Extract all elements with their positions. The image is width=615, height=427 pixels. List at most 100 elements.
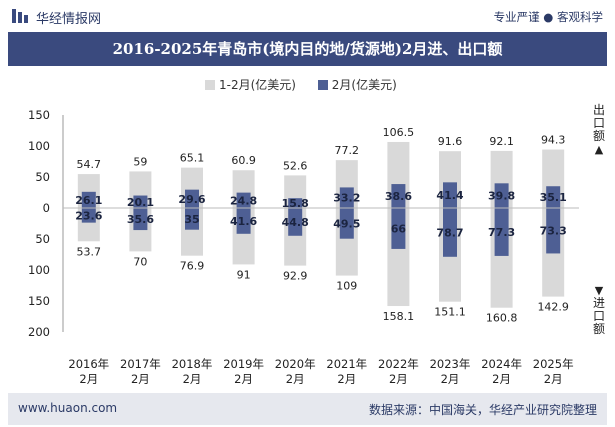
x-tick-label-line: 2月 bbox=[492, 372, 511, 386]
bar-feb-export bbox=[236, 192, 251, 208]
bar-feb-export bbox=[133, 195, 148, 208]
x-tick-label-line: 2025年 bbox=[533, 357, 574, 371]
x-tick-label-line: 2月 bbox=[131, 372, 150, 386]
x-tick-label: 2021年 2月 bbox=[326, 357, 367, 386]
bar-feb-export bbox=[81, 191, 96, 208]
export-label-char: 出 bbox=[592, 103, 605, 117]
x-tick-label: 2018年 2月 bbox=[172, 357, 213, 386]
bar-feb-export bbox=[443, 182, 457, 208]
x-tick-label-line: 2月 bbox=[234, 372, 253, 386]
data-label-feb-import: 23.6 bbox=[75, 209, 102, 222]
x-tick-label-line: 2月 bbox=[441, 372, 460, 386]
import-axis-label: ▼ 进 口 额 bbox=[591, 284, 607, 336]
data-label-jan-feb-export: 92.1 bbox=[489, 135, 514, 148]
x-tick-label-line: 2017年 bbox=[120, 357, 161, 371]
data-label-jan-feb-import: 70 bbox=[133, 255, 147, 268]
x-tick-label-line: 2月 bbox=[286, 372, 305, 386]
x-tick-label-line: 2020年 bbox=[275, 357, 316, 371]
y-tick-label: 200 bbox=[28, 325, 50, 339]
data-label-feb-export: 29.6 bbox=[178, 193, 205, 206]
bar-feb-export bbox=[391, 184, 406, 208]
data-label-feb-import: 77.3 bbox=[488, 226, 515, 239]
x-tick-label-line: 2016年 bbox=[68, 357, 109, 371]
data-label-feb-import: 49.5 bbox=[333, 217, 360, 230]
x-tick-label-line: 2019年 bbox=[223, 357, 264, 371]
x-tick-label-line: 2月 bbox=[337, 372, 356, 386]
data-label-jan-feb-import: 158.1 bbox=[383, 310, 415, 323]
data-label-feb-import: 73.3 bbox=[540, 225, 567, 238]
bar-feb-export bbox=[339, 187, 354, 208]
data-label-jan-feb-export: 65.1 bbox=[180, 152, 205, 165]
x-tick-label-line: 2月 bbox=[79, 372, 98, 386]
y-tick-label: 150 bbox=[28, 108, 50, 122]
header-bar: 华经情报网 专业严谨 ● 客观科学 bbox=[0, 0, 615, 32]
export-label-char: 口 bbox=[592, 116, 605, 130]
bar-feb-import bbox=[339, 208, 354, 239]
export-axis-label: 出 口 额 ▲ bbox=[591, 103, 607, 157]
bar-feb-import bbox=[546, 208, 561, 254]
x-tick-label: 2022年 2月 bbox=[378, 357, 419, 386]
bar-feb-import bbox=[81, 208, 96, 223]
export-label-char: 额 bbox=[592, 129, 605, 143]
data-label-feb-import: 78.7 bbox=[436, 226, 463, 239]
bar-feb-import bbox=[391, 208, 406, 249]
x-tick-label: 2024年 2月 bbox=[481, 357, 522, 386]
x-tick-label: 2025年 2月 bbox=[533, 357, 574, 386]
bar-feb-export bbox=[185, 189, 199, 208]
data-label-feb-export: 24.8 bbox=[230, 194, 257, 207]
y-tick-label: 50 bbox=[35, 170, 50, 184]
data-label-feb-import: 66 bbox=[391, 222, 407, 235]
data-label-jan-feb-import: 142.9 bbox=[537, 301, 569, 314]
footer-bar: www.huaon.com 数据来源：中国海关，华经产业研究院整理 bbox=[8, 393, 607, 425]
up-arrow-icon: ▲ bbox=[594, 143, 604, 156]
x-tick-label: 2017年 2月 bbox=[120, 357, 161, 386]
y-tick-label: 100 bbox=[28, 263, 50, 277]
chart-title: 2016-2025年青岛市(境内目的地/货源地)2月进、出口额 bbox=[112, 40, 503, 58]
y-tick-label: 0 bbox=[43, 201, 50, 215]
data-label-feb-export: 33.2 bbox=[333, 192, 360, 205]
legend-item-feb: 2月(亿美元) bbox=[317, 76, 397, 93]
bar-feb-import bbox=[443, 208, 457, 257]
slogan: 专业严谨 ● 客观科学 bbox=[493, 10, 603, 24]
data-label-feb-import: 35.6 bbox=[127, 213, 154, 226]
bar-feb-import bbox=[494, 208, 509, 256]
y-tick-label: 50 bbox=[35, 232, 50, 246]
x-tick-label-line: 2月 bbox=[389, 372, 408, 386]
data-label-feb-export: 38.6 bbox=[385, 190, 412, 203]
x-tick-label-line: 2023年 bbox=[430, 357, 471, 371]
data-label-jan-feb-export: 54.7 bbox=[77, 158, 102, 171]
data-label-jan-feb-import: 151.1 bbox=[434, 306, 466, 319]
x-tick-label-line: 2022年 bbox=[378, 357, 419, 371]
down-arrow-icon: ▼ bbox=[594, 284, 604, 297]
data-label-feb-export: 26.1 bbox=[75, 194, 102, 207]
data-label-feb-import: 35 bbox=[184, 213, 199, 226]
legend: 1-2月(亿美元) 2月(亿美元) bbox=[205, 76, 415, 93]
data-label-jan-feb-import: 92.9 bbox=[283, 270, 308, 283]
data-label-jan-feb-export: 94.3 bbox=[541, 134, 566, 147]
x-tick-label-line: 2月 bbox=[183, 372, 202, 386]
data-label-jan-feb-export: 59 bbox=[133, 155, 147, 168]
x-tick-label: 2016年 2月 bbox=[68, 357, 109, 386]
footer-source: 数据来源：中国海关，华经产业研究院整理 bbox=[368, 403, 597, 417]
data-label-jan-feb-import: 53.7 bbox=[77, 245, 102, 258]
x-tick-label: 2023年 2月 bbox=[430, 357, 471, 386]
x-tick-label: 2020年 2月 bbox=[275, 357, 316, 386]
import-label-char: 口 bbox=[592, 309, 605, 323]
data-label-jan-feb-import: 109 bbox=[336, 280, 357, 293]
data-label-feb-import: 41.6 bbox=[230, 215, 257, 228]
bar-feb-import bbox=[133, 208, 148, 231]
x-tick-label-line: 2024年 bbox=[481, 357, 522, 371]
data-label-feb-import: 44.8 bbox=[282, 216, 309, 229]
legend-label-jan-feb: 1-2月(亿美元) bbox=[219, 78, 296, 92]
import-label-char: 进 bbox=[592, 296, 605, 310]
data-label-jan-feb-export: 60.9 bbox=[231, 154, 256, 167]
data-label-jan-feb-export: 77.2 bbox=[335, 144, 360, 157]
brand-logo-icon bbox=[12, 9, 28, 23]
y-tick-label: 100 bbox=[28, 139, 50, 153]
bar-feb-export bbox=[494, 183, 509, 208]
data-label-feb-export: 41.4 bbox=[436, 189, 463, 202]
data-label-jan-feb-export: 106.5 bbox=[383, 126, 415, 139]
legend-swatch-feb bbox=[317, 80, 328, 90]
data-label-feb-export: 15.8 bbox=[282, 197, 309, 210]
